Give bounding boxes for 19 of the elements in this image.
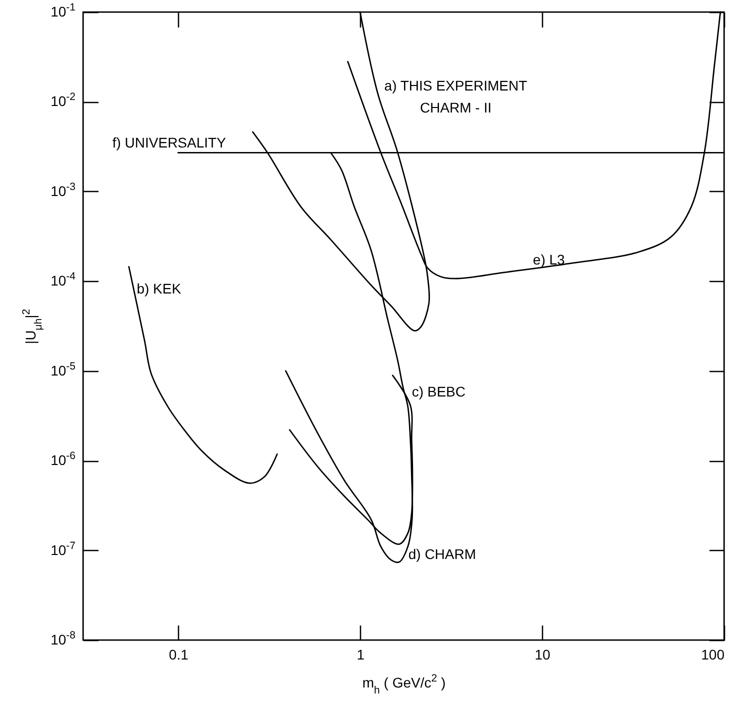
x-tick-label: 100 — [701, 646, 725, 662]
series-label: c) BEBC — [412, 383, 466, 400]
y-tick-label: 10$^{-6}$ — [50, 450, 76, 468]
y-tick-label: 10$^{-2}$ — [50, 91, 76, 110]
series-label: a) THIS EXPERIMENT CHARM - II — [384, 77, 528, 116]
y-tick-label: 10$^{-5}$ — [50, 360, 76, 378]
x-tick-label: 10 — [534, 646, 551, 662]
y-tick-label: 10$^{-8}$ — [50, 630, 76, 648]
series-label: d) CHARM — [408, 546, 476, 562]
series-label: e) L3 — [532, 251, 566, 268]
y-tick-label: 10$^{-3}$ — [50, 180, 76, 199]
y-tick-label: 10$^{-7}$ — [50, 540, 76, 558]
series-label: b) KEK — [136, 280, 182, 297]
x-axis-title: m$_{h}$ ( GeV/c$^{2}$ ) — [362, 672, 446, 696]
y-tick-label: 10$^{-4}$ — [50, 270, 76, 289]
x-tick-label: 1 — [356, 646, 365, 662]
x-tick-label: 0.1 — [168, 646, 189, 662]
series-label: f) UNIVERSALITY — [112, 134, 227, 151]
y-tick-label: 10$^{-1}$ — [50, 2, 76, 20]
